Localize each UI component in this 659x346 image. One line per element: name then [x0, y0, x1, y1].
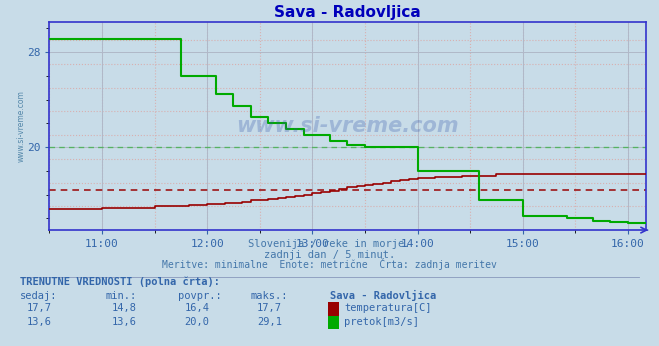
Text: 20,0: 20,0 — [185, 317, 210, 327]
Text: Meritve: minimalne  Enote: metrične  Črta: zadnja meritev: Meritve: minimalne Enote: metrične Črta:… — [162, 258, 497, 270]
Text: pretok[m3/s]: pretok[m3/s] — [344, 317, 419, 327]
Text: temperatura[C]: temperatura[C] — [344, 303, 432, 313]
Text: 29,1: 29,1 — [257, 317, 282, 327]
Text: povpr.:: povpr.: — [178, 291, 221, 301]
Text: zadnji dan / 5 minut.: zadnji dan / 5 minut. — [264, 250, 395, 260]
Text: 14,8: 14,8 — [112, 303, 137, 313]
Text: Slovenija / reke in morje.: Slovenija / reke in morje. — [248, 239, 411, 249]
Title: Sava - Radovljica: Sava - Radovljica — [274, 5, 421, 20]
Text: 17,7: 17,7 — [26, 303, 51, 313]
Text: www.si-vreme.com: www.si-vreme.com — [237, 116, 459, 136]
Text: sedaj:: sedaj: — [20, 291, 57, 301]
Text: 13,6: 13,6 — [112, 317, 137, 327]
Text: TRENUTNE VREDNOSTI (polna črta):: TRENUTNE VREDNOSTI (polna črta): — [20, 277, 219, 288]
Y-axis label: www.si-vreme.com: www.si-vreme.com — [16, 90, 26, 162]
Text: maks.:: maks.: — [250, 291, 288, 301]
Text: min.:: min.: — [105, 291, 136, 301]
Text: 13,6: 13,6 — [26, 317, 51, 327]
Text: Sava - Radovljica: Sava - Radovljica — [330, 290, 436, 301]
Text: 16,4: 16,4 — [185, 303, 210, 313]
Text: 17,7: 17,7 — [257, 303, 282, 313]
